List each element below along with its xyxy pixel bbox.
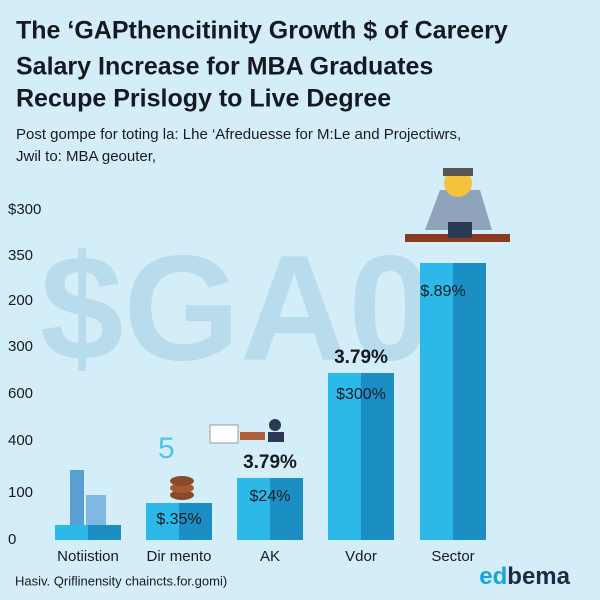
footer-note: Hasiv. Qriflinensity chaincts.for.gomi): [15, 573, 227, 588]
bar-label: $.89%: [420, 283, 465, 300]
title-line: The ‘GAPthencitinity Growth $ of Careery: [16, 17, 508, 45]
bar-label: $300%: [336, 386, 386, 403]
axis-label: 200: [8, 292, 33, 309]
axis-label: 300: [8, 338, 33, 355]
category-label: Vdor: [345, 548, 377, 565]
bar-left: [146, 503, 179, 540]
bar-left: [55, 525, 88, 540]
category-label: Notiistion: [57, 548, 119, 565]
bar-left: [420, 263, 453, 540]
bar-top-label: 3.79%: [334, 347, 388, 368]
bar-right: [88, 525, 121, 540]
brand-part: ed: [479, 563, 507, 590]
decoration: 5: [158, 432, 175, 465]
bar-label: $24%: [250, 488, 291, 505]
axis-label: 100: [8, 484, 33, 501]
coins-icon: [170, 476, 194, 500]
person-icon: [405, 168, 510, 242]
bar-right: [453, 263, 486, 540]
watermark: $GA0: [40, 224, 432, 392]
bar-left: [328, 373, 361, 540]
axis-label: 0: [8, 531, 16, 548]
building-icon: [70, 470, 106, 525]
axis-label: 350: [8, 247, 33, 264]
category-label: Dir mento: [146, 548, 211, 565]
title-line: Salary Increase for MBA Graduates: [16, 53, 433, 81]
title-line: Recupe Prislogy to Live Degree: [16, 85, 391, 113]
bar-label: $.35%: [156, 511, 201, 528]
desk-icon: [209, 419, 284, 444]
category-label: AK: [260, 548, 280, 565]
brand-part: bema: [507, 563, 570, 590]
subtitle-line: Jwil to: MBA geouter,: [16, 148, 156, 165]
bar-right: [179, 503, 212, 540]
bar-top-label: 3.79%: [243, 452, 297, 473]
brand: edbema: [479, 563, 570, 590]
subtitle-line: Post gompe for toting la: Lhe ‘Afreduess…: [16, 126, 461, 143]
bar-right: [361, 373, 394, 540]
bar-right: [270, 478, 303, 540]
axis-label: $300: [8, 201, 41, 218]
axis-label: 600: [8, 385, 33, 402]
axis-label: 400: [8, 432, 33, 449]
bar-left: [237, 478, 270, 540]
category-label: Sector: [431, 548, 474, 565]
